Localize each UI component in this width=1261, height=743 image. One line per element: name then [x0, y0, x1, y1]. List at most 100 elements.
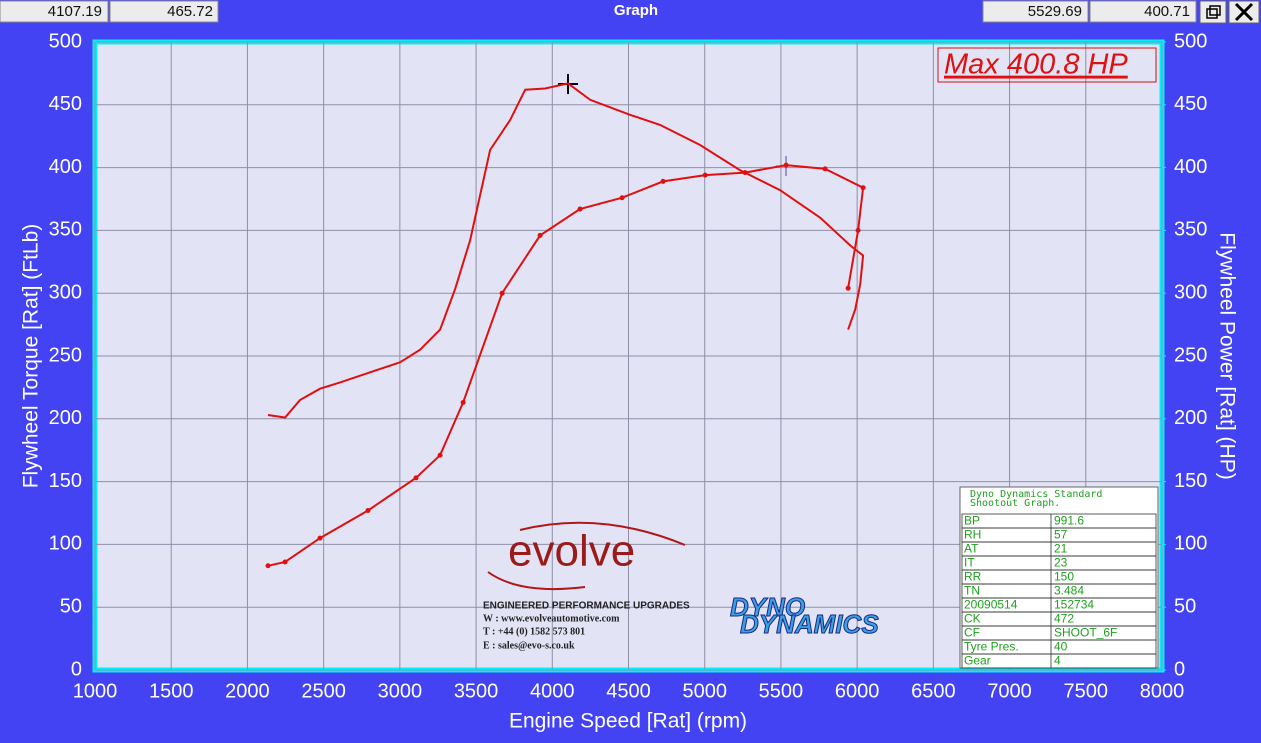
restore-icon — [1209, 5, 1221, 16]
readout: 400.71 — [1144, 3, 1190, 20]
y-tick-label: 150 — [49, 470, 82, 492]
readout-box — [982, 0, 1089, 23]
y-axis-title: Flywheel Torque [Rat] (FtLb) — [20, 224, 43, 489]
y-tick-label: 250 — [49, 344, 82, 366]
point — [845, 285, 851, 291]
table-cell: 150 — [1054, 570, 1074, 584]
table-cell: CF — [964, 626, 980, 640]
table-cell: 21 — [1054, 542, 1068, 556]
x-tick-label: 5000 — [682, 680, 727, 702]
x-tick-label: 6500 — [911, 680, 956, 702]
table-cell: 40 — [1054, 640, 1068, 654]
readout: 465.72 — [167, 3, 213, 20]
point — [619, 195, 625, 201]
info-title: Dyno Dynamics Standard — [970, 489, 1102, 500]
logo-line: E : sales@evo-s.co.uk — [483, 640, 575, 651]
x-tick-label: 8000 — [1140, 680, 1185, 702]
point — [822, 166, 828, 172]
y-tick-label: 200 — [49, 407, 82, 429]
y2-tick-label: 100 — [1174, 533, 1207, 555]
point — [317, 535, 323, 541]
y-tick-label: 50 — [60, 595, 82, 617]
x-tick-label: 5500 — [759, 680, 804, 702]
logo-line: ENGINEERED PERFORMANCE UPGRADES — [483, 601, 690, 612]
point — [460, 399, 466, 405]
y2-tick-label: 200 — [1174, 407, 1207, 429]
table-cell: TN — [964, 584, 980, 598]
table-cell: 3.484 — [1054, 584, 1084, 598]
x-tick-label: 1500 — [149, 680, 194, 702]
point — [437, 452, 443, 458]
info-table — [959, 486, 1159, 669]
x-tick-label: 1000 — [73, 680, 118, 702]
logo-line: T : +44 (0) 1582 573 801 — [483, 626, 585, 637]
point — [537, 232, 543, 238]
point — [783, 162, 789, 168]
window-title: Graph — [614, 2, 658, 19]
point — [499, 290, 505, 296]
y-tick-label: 100 — [49, 533, 82, 555]
table-cell: IT — [964, 556, 975, 570]
x-tick-label: 6000 — [835, 680, 880, 702]
point — [660, 178, 666, 184]
point — [413, 475, 419, 481]
x-tick-label: 3500 — [454, 680, 499, 702]
readout-box — [0, 0, 109, 23]
x-tick-label: 7000 — [987, 680, 1032, 702]
annotation: Max 400.8 HP — [944, 49, 1128, 81]
y2-tick-label: 300 — [1174, 281, 1207, 303]
restore-icon — [1206, 8, 1218, 19]
y2-tick-label: 50 — [1174, 595, 1196, 617]
point — [365, 507, 371, 513]
x-tick-label: 3000 — [378, 680, 423, 702]
point — [742, 170, 748, 176]
x-tick-label: 2500 — [301, 680, 346, 702]
table-cell: 991.6 — [1054, 514, 1084, 528]
table-cell: 57 — [1054, 528, 1068, 542]
table-cell: 20090514 — [964, 598, 1018, 612]
y2-tick-label: 150 — [1174, 470, 1207, 492]
y2-tick-label: 500 — [1174, 30, 1207, 52]
table-cell: Tyre Pres. — [964, 640, 1019, 654]
table-cell: 4 — [1054, 654, 1061, 668]
y2-tick-label: 250 — [1174, 344, 1207, 366]
readout: 5529.69 — [1028, 3, 1082, 20]
table-cell: CK — [964, 612, 981, 626]
series-line — [267, 82, 865, 419]
plot — [265, 82, 866, 569]
close-icon — [1234, 2, 1254, 22]
point — [702, 172, 708, 178]
y-tick-label: 0 — [71, 658, 82, 680]
x-tick-label: 4000 — [530, 680, 575, 702]
info-rows: BP 991.6 RH 57 AT 21 IT 23 RR 150 TN 3.484 20090514 1… — [961, 513, 1157, 669]
point — [282, 559, 288, 565]
y2-tick-label: 400 — [1174, 156, 1207, 178]
point — [265, 563, 271, 569]
table-cell: 23 — [1054, 556, 1068, 570]
y2-tick-label: 450 — [1174, 93, 1207, 115]
y2-axis-title: Flywheel Power [Rat] (HP) — [1215, 232, 1238, 479]
table-row — [961, 653, 1157, 669]
table-cell: RR — [964, 570, 982, 584]
table-cell: Gear — [964, 654, 991, 668]
y-tick-label: 500 — [49, 30, 82, 52]
readout: 4107.19 — [48, 3, 102, 20]
y-tick-label: 400 — [49, 156, 82, 178]
point — [860, 185, 866, 191]
readout-box — [1089, 0, 1197, 23]
x-tick-label: 4500 — [606, 680, 651, 702]
restore-button[interactable] — [1199, 0, 1227, 24]
annotation-box — [937, 47, 1157, 83]
point — [855, 227, 861, 233]
logo-text: evolve — [508, 527, 635, 576]
logo-text: DYNAMICS — [740, 609, 879, 639]
table-cell: 152734 — [1054, 598, 1094, 612]
readout-box — [109, 0, 219, 23]
info-title: Shootout Graph. — [970, 498, 1060, 509]
y-tick-label: 450 — [49, 93, 82, 115]
logo-swoosh — [519, 521, 686, 546]
y-tick-label: 300 — [49, 281, 82, 303]
grid: 1000 1500 2000 2500 3000 3500 4000 4500 5000 5500… — [49, 30, 1208, 702]
